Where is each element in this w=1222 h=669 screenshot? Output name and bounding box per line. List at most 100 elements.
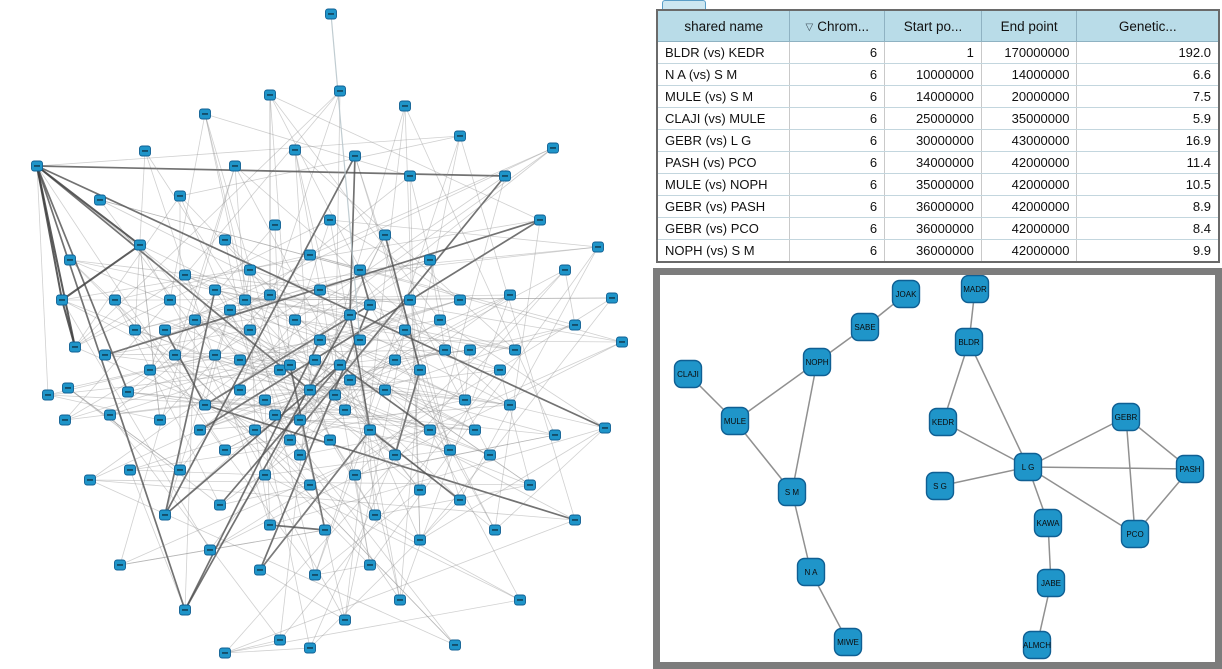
network-node[interactable]: [606, 292, 618, 304]
network-node[interactable]: [499, 170, 511, 182]
network-node[interactable]: [199, 108, 211, 120]
network-node[interactable]: [189, 314, 201, 326]
network-node[interactable]: [169, 349, 181, 361]
network-node-CLAJI[interactable]: CLAJI: [673, 359, 703, 389]
table-cell[interactable]: 16.9: [1076, 129, 1218, 152]
table-row[interactable]: PASH (vs) PCO 6 34000000 42000000 11.4: [658, 151, 1218, 174]
network-node[interactable]: [404, 294, 416, 306]
table-cell[interactable]: 14000000: [884, 85, 982, 108]
network-node[interactable]: [339, 614, 351, 626]
network-node[interactable]: [304, 479, 316, 491]
network-node[interactable]: [324, 214, 336, 226]
network-node[interactable]: [56, 294, 68, 306]
network-node[interactable]: [354, 334, 366, 346]
network-node[interactable]: [304, 249, 316, 261]
network-node[interactable]: [84, 474, 96, 486]
network-node[interactable]: [349, 469, 361, 481]
table-cell[interactable]: NOPH (vs) S M: [658, 239, 791, 261]
network-edge-KEDR-LG[interactable]: [942, 421, 1029, 468]
network-node[interactable]: [424, 254, 436, 266]
column-header-start-po---[interactable]: Start po...: [884, 11, 982, 42]
network-edge-GEBR-PCO[interactable]: [1125, 416, 1136, 535]
network-node[interactable]: [349, 150, 361, 162]
network-edge-NOPH-SM[interactable]: [791, 361, 818, 493]
table-cell[interactable]: PASH (vs) PCO: [658, 151, 791, 174]
network-node[interactable]: [259, 469, 271, 481]
network-node[interactable]: [259, 394, 271, 406]
network-node[interactable]: [209, 349, 221, 361]
network-node[interactable]: [324, 434, 336, 446]
network-node[interactable]: [139, 145, 151, 157]
network-node[interactable]: [219, 234, 231, 246]
network-node[interactable]: [304, 642, 316, 654]
network-node[interactable]: [174, 464, 186, 476]
table-cell[interactable]: 42000000: [981, 173, 1078, 196]
column-header-shared-name[interactable]: shared name: [658, 11, 791, 42]
table-cell[interactable]: 10000000: [884, 63, 982, 86]
table-row[interactable]: GEBR (vs) PASH 6 36000000 42000000 8.9: [658, 195, 1218, 218]
network-node[interactable]: [209, 284, 221, 296]
network-node[interactable]: [514, 594, 526, 606]
table-cell[interactable]: 36000000: [884, 239, 982, 261]
network-node-SG[interactable]: S G: [925, 471, 955, 501]
network-node[interactable]: [289, 144, 301, 156]
network-node[interactable]: [129, 324, 141, 336]
table-row[interactable]: N A (vs) S M 6 10000000 14000000 6.6: [658, 63, 1218, 86]
network-node[interactable]: [319, 524, 331, 536]
table-cell[interactable]: 42000000: [981, 239, 1078, 261]
network-node[interactable]: [174, 190, 186, 202]
network-node[interactable]: [325, 8, 337, 20]
network-node[interactable]: [344, 309, 356, 321]
network-node[interactable]: [314, 284, 326, 296]
network-node[interactable]: [219, 647, 231, 659]
network-node[interactable]: [31, 160, 43, 172]
network-node[interactable]: [509, 344, 521, 356]
table-cell[interactable]: 35000000: [981, 107, 1078, 130]
network-node[interactable]: [344, 374, 356, 386]
network-node[interactable]: [339, 404, 351, 416]
network-node[interactable]: [547, 142, 559, 154]
table-tab[interactable]: [662, 0, 706, 9]
table-cell[interactable]: MULE (vs) S M: [658, 85, 791, 108]
network-node[interactable]: [369, 509, 381, 521]
network-node[interactable]: [494, 364, 506, 376]
table-cell[interactable]: 6.6: [1076, 63, 1218, 86]
network-node[interactable]: [234, 384, 246, 396]
network-node[interactable]: [504, 289, 516, 301]
network-node[interactable]: [194, 424, 206, 436]
network-node[interactable]: [354, 264, 366, 276]
network-node[interactable]: [94, 194, 106, 206]
network-node-NA[interactable]: N A: [796, 557, 826, 587]
network-node[interactable]: [534, 214, 546, 226]
network-node[interactable]: [164, 294, 176, 306]
network-node[interactable]: [569, 514, 581, 526]
network-node[interactable]: [389, 449, 401, 461]
table-row[interactable]: CLAJI (vs) MULE 6 25000000 35000000 5.9: [658, 107, 1218, 130]
table-cell[interactable]: 20000000: [981, 85, 1078, 108]
filter-icon[interactable]: ▽: [805, 21, 814, 33]
network-node[interactable]: [309, 569, 321, 581]
network-node-MADR[interactable]: MADR: [960, 275, 990, 304]
network-node-JOAK[interactable]: JOAK: [891, 279, 921, 309]
network-node[interactable]: [304, 384, 316, 396]
network-node[interactable]: [399, 100, 411, 112]
network-node[interactable]: [264, 519, 276, 531]
table-cell[interactable]: 192.0: [1076, 41, 1218, 64]
network-node[interactable]: [414, 484, 426, 496]
network-node[interactable]: [364, 299, 376, 311]
table-cell[interactable]: 11.4: [1076, 151, 1218, 174]
network-node[interactable]: [62, 382, 74, 394]
network-node[interactable]: [234, 354, 246, 366]
network-node[interactable]: [439, 344, 451, 356]
network-node[interactable]: [264, 89, 276, 101]
network-node[interactable]: [269, 219, 281, 231]
table-cell[interactable]: 25000000: [884, 107, 982, 130]
network-node[interactable]: [379, 229, 391, 241]
table-row[interactable]: MULE (vs) NOPH 6 35000000 42000000 10.5: [658, 173, 1218, 196]
table-cell[interactable]: 6: [789, 107, 886, 130]
table-cell[interactable]: 42000000: [981, 217, 1078, 240]
table-cell[interactable]: 1: [884, 41, 982, 64]
table-cell[interactable]: 8.4: [1076, 217, 1218, 240]
table-cell[interactable]: 6: [789, 129, 886, 152]
table-cell[interactable]: GEBR (vs) PCO: [658, 217, 791, 240]
